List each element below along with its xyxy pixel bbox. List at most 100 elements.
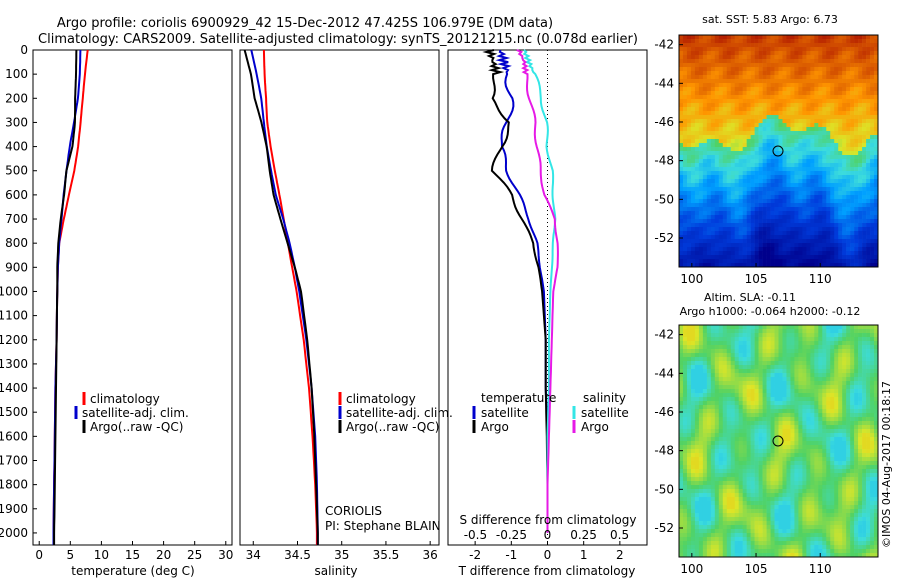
- heatmap-cell: [738, 123, 743, 128]
- heatmap-cell: [810, 449, 815, 454]
- heatmap-cell: [806, 389, 811, 394]
- heatmap-cell: [766, 345, 771, 350]
- heatmap-cell: [806, 385, 811, 390]
- s-top-tick-label: -0.5: [464, 528, 487, 542]
- heatmap-cell: [710, 123, 716, 128]
- heatmap-cell: [870, 433, 875, 438]
- heatmap-cell: [750, 219, 755, 224]
- heatmap-cell: [802, 389, 807, 394]
- heatmap-cell: [862, 71, 867, 76]
- heatmap-cell: [718, 63, 724, 68]
- heatmap-cell: [762, 67, 767, 72]
- heatmap-cell: [778, 373, 783, 378]
- heatmap-cell: [770, 163, 775, 168]
- heatmap-cell: [706, 123, 712, 128]
- heatmap-cell: [690, 251, 696, 256]
- heatmap-cell: [710, 433, 716, 438]
- heatmap-cell: [834, 247, 839, 252]
- heatmap-cell: [810, 167, 815, 172]
- heatmap-cell: [850, 429, 855, 434]
- heatmap-cell: [846, 227, 851, 232]
- heatmap-cell: [778, 417, 783, 422]
- heatmap-cell: [762, 469, 767, 474]
- heatmap-cell: [746, 425, 751, 430]
- heatmap-cell: [846, 83, 851, 88]
- heatmap-cell: [798, 103, 803, 108]
- heatmap-cell: [694, 421, 700, 426]
- heatmap-cell: [730, 223, 736, 228]
- heatmap-cell: [726, 127, 732, 132]
- heatmap-cell: [838, 167, 843, 172]
- heatmap-cell: [754, 413, 759, 418]
- heatmap-cell: [766, 51, 771, 56]
- heatmap-cell: [854, 171, 859, 176]
- heatmap-cell: [722, 365, 728, 370]
- heatmap-cell: [802, 385, 807, 390]
- heatmap-cell: [858, 139, 863, 144]
- heatmap-cell: [778, 71, 783, 76]
- heatmap-cell: [850, 67, 855, 72]
- heatmap-cell: [734, 207, 739, 212]
- heatmap-cell: [826, 405, 831, 410]
- heatmap-cell: [822, 449, 827, 454]
- heatmap-cell: [758, 243, 763, 248]
- heatmap-cell: [870, 325, 875, 330]
- heatmap-cell: [722, 87, 728, 92]
- heatmap-cell: [694, 147, 700, 152]
- heatmap-cell: [758, 99, 763, 104]
- heatmap-cell: [750, 135, 755, 140]
- heatmap-cell: [862, 167, 867, 172]
- heatmap-cell: [690, 219, 696, 224]
- heatmap-cell: [718, 199, 724, 204]
- heatmap-cell: [750, 453, 755, 458]
- heatmap-cell: [746, 357, 751, 362]
- heatmap-cell: [698, 183, 704, 188]
- heatmap-cell: [826, 103, 831, 108]
- heatmap-cell: [750, 349, 755, 354]
- heatmap-cell: [690, 461, 696, 466]
- heatmap-cell: [786, 413, 791, 418]
- heatmap-cell: [834, 115, 839, 120]
- heatmap-cell: [782, 151, 787, 156]
- heatmap-cell: [714, 39, 720, 44]
- heatmap-cell: [834, 59, 839, 64]
- heatmap-cell: [782, 171, 787, 176]
- heatmap-cell: [758, 465, 763, 470]
- heatmap-cell: [798, 349, 803, 354]
- heatmap-cell: [706, 469, 712, 474]
- heatmap-cell: [682, 87, 688, 92]
- heatmap-cell: [686, 179, 692, 184]
- heatmap-cell: [854, 87, 859, 92]
- heatmap-cell: [782, 369, 787, 374]
- heatmap-cell: [778, 159, 783, 164]
- heatmap-cell: [854, 337, 859, 342]
- heatmap-cell: [734, 401, 739, 406]
- heatmap-cell: [858, 441, 863, 446]
- heatmap-cell: [814, 461, 819, 466]
- heatmap-cell: [774, 103, 779, 108]
- heatmap-cell: [726, 247, 732, 252]
- heatmap-cell: [738, 413, 743, 418]
- heatmap-cell: [854, 457, 859, 462]
- heatmap-cell: [766, 413, 771, 418]
- heatmap-cell: [798, 211, 803, 216]
- heatmap-cell: [778, 445, 783, 450]
- heatmap-cell: [758, 103, 763, 108]
- heatmap-cell: [718, 421, 724, 426]
- heatmap-cell: [742, 79, 747, 84]
- heatmap-cell: [754, 235, 759, 240]
- heatmap-cell: [770, 79, 775, 84]
- heatmap-cell: [778, 179, 783, 184]
- heatmap-cell: [690, 243, 696, 248]
- heatmap-cell: [714, 135, 720, 140]
- heatmap-cell: [782, 187, 787, 192]
- heatmap-cell: [830, 397, 835, 402]
- heatmap-cell: [766, 87, 771, 92]
- heatmap-cell: [698, 469, 704, 474]
- heatmap-cell: [782, 329, 787, 334]
- heatmap-cell: [762, 401, 767, 406]
- heatmap-cell: [842, 413, 847, 418]
- heatmap-cell: [730, 477, 736, 482]
- heatmap-cell: [806, 179, 811, 184]
- heatmap-cell: [706, 183, 712, 188]
